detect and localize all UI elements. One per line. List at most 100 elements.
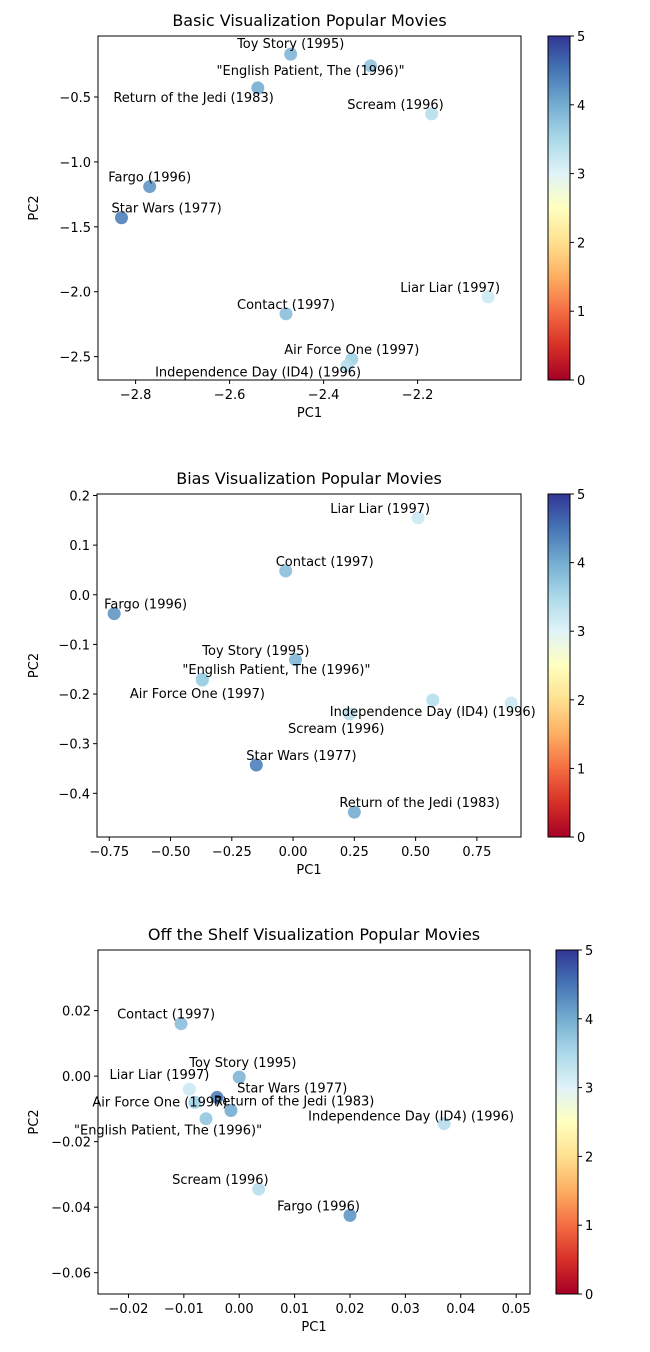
axes-frame: [97, 35, 522, 381]
x-tick-label: −2.8: [120, 388, 152, 403]
scatter-point: [289, 653, 303, 667]
x-tick-label: 0.50: [401, 845, 430, 860]
point-label: Return of the Jedi (1983): [113, 91, 273, 106]
point-label: "English Patient, The (1996)": [217, 64, 405, 79]
scatter-point: [188, 1095, 202, 1109]
x-tick-label: 0.02: [336, 1302, 365, 1317]
x-tick-label: 0.00: [225, 1302, 254, 1317]
x-tick-label: −0.01: [164, 1302, 204, 1317]
y-tick-label: −1.5: [59, 221, 91, 236]
scatter-point: [437, 1117, 451, 1131]
point-label: Scream (1996): [172, 1173, 268, 1188]
y-tick-label: −0.5: [59, 91, 91, 106]
scatter-point: [224, 1104, 238, 1118]
colorbar-tick-label: 0: [577, 831, 585, 846]
scatter-point: [251, 81, 265, 95]
chart-panel-1: Basic Visualization Popular Movies Toy St…: [27, 11, 585, 421]
y-axis-label: PC2: [27, 1109, 42, 1134]
x-axis-label: PC1: [301, 1320, 326, 1335]
scatter-point: [425, 107, 439, 121]
colorbar-tick-label: 2: [585, 1150, 593, 1165]
point-label: "English Patient, The (1996)": [182, 663, 370, 678]
colorbar-tick-label: 1: [577, 305, 585, 320]
point-label: Return of the Jedi (1983): [339, 796, 499, 811]
scatter-point: [411, 511, 425, 525]
point-label: Scream (1996): [347, 98, 443, 113]
x-tick-label: 0.03: [391, 1302, 420, 1317]
scatter-point: [426, 693, 440, 707]
colorbar-tick-label: 5: [585, 944, 593, 959]
point-label: Liar Liar (1997): [110, 1068, 210, 1083]
y-tick-label: −0.1: [58, 638, 90, 653]
scatter-point: [481, 290, 495, 304]
y-axis-label: PC2: [27, 195, 42, 220]
y-tick-label: 0.1: [69, 539, 90, 554]
y-tick-label: −1.0: [59, 156, 91, 171]
scatter-point: [284, 47, 298, 61]
point-label: Air Force One (1997): [92, 1095, 227, 1110]
point-label: Contact (1997): [237, 298, 335, 313]
scatter-point: [364, 59, 378, 73]
point-label: Toy Story (1995): [236, 37, 344, 52]
point-label: Fargo (1996): [104, 598, 187, 613]
y-tick-label: 0.2: [69, 489, 90, 504]
colorbar: [547, 35, 571, 381]
y-tick-label: −2.0: [59, 286, 91, 301]
y-tick-label: −0.06: [51, 1267, 91, 1282]
axes-frame: [97, 949, 531, 1295]
point-label: Contact (1997): [276, 555, 374, 570]
scatter-point: [182, 1082, 196, 1096]
scatter-point: [107, 607, 121, 621]
colorbar-tick-label: 2: [577, 236, 585, 251]
colorbar-tick-label: 4: [585, 1013, 593, 1028]
scatter-point: [174, 1017, 188, 1031]
point-label: Scream (1996): [288, 722, 384, 737]
point-label: Air Force One (1997): [130, 687, 265, 702]
colorbar-tick-label: 2: [577, 694, 585, 709]
scatter-point: [340, 359, 354, 373]
chart-panel-3: Off the Shelf Visualization Popular Movi…: [27, 925, 593, 1335]
scatter-point: [342, 707, 356, 721]
y-tick-label: 0.0: [69, 589, 90, 604]
y-tick-label: −0.02: [51, 1136, 91, 1151]
x-tick-label: 0.00: [279, 845, 308, 860]
scatter-point: [279, 564, 293, 578]
colorbar-tick-label: 0: [577, 374, 585, 389]
point-label: Toy Story (1995): [201, 644, 309, 659]
point-label: Toy Story (1995): [188, 1056, 296, 1071]
y-tick-label: 0.02: [62, 1005, 91, 1020]
point-label: "English Patient, The (1996)": [74, 1124, 262, 1139]
chart-title: Basic Visualization Popular Movies: [172, 11, 446, 30]
point-label: Independence Day (ID4) (1996): [155, 366, 361, 381]
colorbar-tick-label: 3: [585, 1082, 593, 1097]
point-label: Star Wars (1977): [112, 202, 222, 217]
point-label: Contact (1997): [117, 1008, 215, 1023]
scatter-point: [232, 1070, 246, 1084]
y-tick-label: −0.2: [58, 688, 90, 703]
colorbar-tick-label: 5: [577, 30, 585, 45]
x-tick-label: −2.6: [214, 388, 246, 403]
colorbar-tick-label: 0: [585, 1288, 593, 1303]
scatter-point: [115, 211, 128, 225]
scatter-point: [195, 673, 209, 687]
point-label: Star Wars (1977): [246, 749, 356, 764]
x-tick-label: −2.2: [402, 388, 434, 403]
point-label: Independence Day (ID4) (1996): [330, 705, 536, 720]
scatter-point: [343, 1208, 357, 1222]
y-tick-label: 0.00: [62, 1070, 91, 1085]
colorbar: [555, 949, 579, 1295]
scatter-point: [143, 180, 157, 194]
axes-frame: [96, 493, 522, 838]
y-tick-label: −0.04: [51, 1201, 91, 1216]
x-tick-label: −2.4: [308, 388, 340, 403]
x-tick-label: −0.75: [89, 845, 129, 860]
point-label: Liar Liar (1997): [330, 502, 430, 517]
y-tick-label: −2.5: [59, 351, 91, 366]
y-tick-label: −0.4: [58, 787, 90, 802]
x-axis-label: PC1: [297, 406, 322, 421]
scatter-point: [199, 1112, 213, 1126]
x-tick-label: −0.02: [109, 1302, 149, 1317]
colorbar-tick-label: 1: [585, 1219, 593, 1234]
colorbar-tick-label: 5: [577, 488, 585, 503]
